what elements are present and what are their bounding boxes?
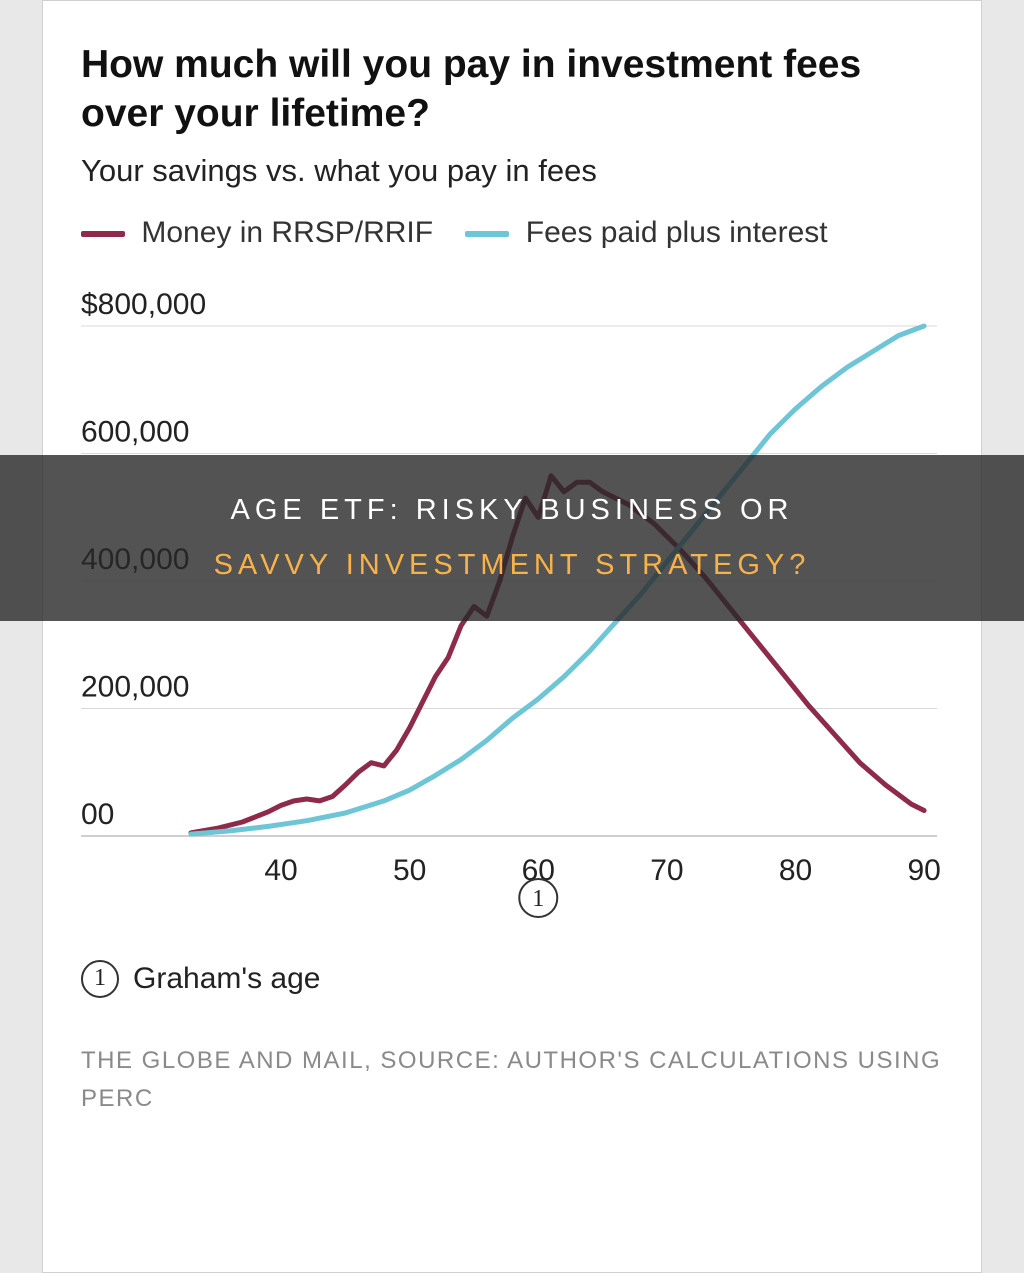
x-tick-label: 80	[779, 854, 812, 887]
x-tick-label: 50	[393, 854, 426, 887]
chart-legend: Money in RRSP/RRIF Fees paid plus intere…	[81, 207, 943, 258]
source-line: THE GLOBE AND MAIL, SOURCE: AUTHOR'S CAL…	[81, 1042, 943, 1119]
legend-swatch-fees	[465, 231, 509, 237]
chart-subtitle: Your savings vs. what you pay in fees	[81, 153, 943, 189]
legend-label-rrsp: Money in RRSP/RRIF	[141, 216, 433, 249]
chart-card: How much will you pay in investment fees…	[42, 0, 982, 1273]
x-tick-label: 90	[907, 854, 940, 887]
footnote-label: Graham's age	[133, 962, 321, 996]
chart-title: How much will you pay in investment fees…	[81, 41, 943, 139]
overlay-banner: AGE ETF: RISKY BUSINESS OR SAVVY INVESTM…	[0, 455, 1024, 621]
banner-line-1: AGE ETF: RISKY BUSINESS OR	[60, 483, 964, 538]
y-tick-label: 200,000	[81, 670, 189, 703]
legend-item-rrsp: Money in RRSP/RRIF	[81, 216, 441, 249]
legend-item-fees: Fees paid plus interest	[465, 216, 827, 249]
x-tick-label: 40	[264, 854, 297, 887]
footnote-marker-icon: 1	[81, 960, 119, 998]
footnote: 1 Graham's age	[81, 960, 943, 998]
legend-swatch-rrsp	[81, 231, 125, 237]
x-tick-label: 70	[650, 854, 683, 887]
axis-annotation-number: 1	[532, 886, 544, 912]
banner-line-2: SAVVY INVESTMENT STRATEGY?	[60, 538, 964, 593]
y-tick-label: $800,000	[81, 288, 206, 321]
y-tick-label: 00	[81, 798, 114, 831]
legend-label-fees: Fees paid plus interest	[526, 216, 828, 249]
y-tick-label: 600,000	[81, 415, 189, 448]
